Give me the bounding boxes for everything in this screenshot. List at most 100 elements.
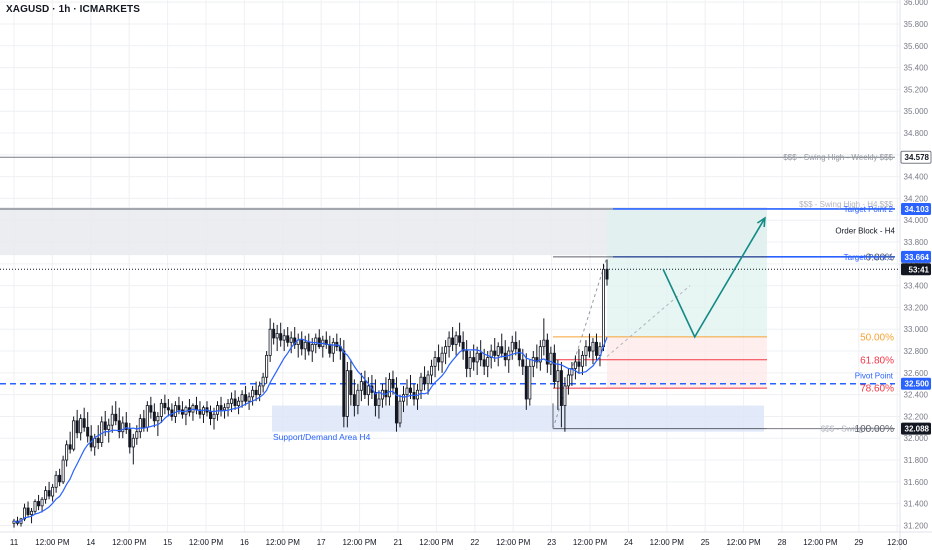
candle-body: [486, 357, 490, 367]
candle-body: [107, 424, 111, 430]
candle-body: [26, 507, 30, 515]
time-tick-label: 12:00 PM: [266, 538, 301, 547]
price-tick-label: 34.400: [904, 173, 929, 182]
candle-body: [177, 405, 181, 411]
candle-body: [12, 520, 16, 524]
price-tick-label: 32.200: [904, 412, 929, 421]
time-tick-label: 12:00 PM: [803, 538, 838, 547]
time-tick-label: 15: [163, 538, 172, 547]
candle-body: [538, 346, 542, 363]
time-tick-label: 12:00 PM: [35, 538, 70, 547]
candle-body: [461, 341, 465, 352]
price-tick-label: 31.200: [904, 521, 929, 530]
candle-body: [535, 357, 539, 363]
candle-body: [240, 394, 244, 402]
time-tick-label: 12:00 PM: [419, 538, 454, 547]
time-tick-label: 16: [240, 538, 249, 547]
pivot-tag: 32.500: [905, 380, 930, 389]
candle-body: [423, 376, 427, 385]
candle-body: [68, 444, 72, 450]
candle-body: [303, 341, 307, 350]
candle-body: [258, 385, 262, 396]
projection: [662, 216, 766, 339]
candle-body: [30, 510, 34, 515]
candle-body: [496, 346, 500, 356]
candle-body: [517, 348, 521, 361]
candle-body: [584, 346, 588, 356]
candle-body: [366, 385, 370, 396]
candle-body: [54, 474, 58, 488]
candle-body: [430, 365, 434, 376]
candle-body: [131, 437, 135, 448]
candle-body: [230, 398, 234, 404]
candle-body: [247, 396, 251, 402]
candle-body: [409, 387, 413, 393]
price-tick-label: 31.800: [904, 456, 929, 465]
time-tick-label: 29: [854, 538, 863, 547]
candle-body: [345, 370, 349, 417]
price-tick-label: 32.000: [904, 434, 929, 443]
candle-body: [475, 352, 479, 363]
candle-body: [352, 394, 356, 406]
candle-body: [556, 370, 560, 382]
candle-body: [394, 387, 398, 424]
price-tick-label: 34.000: [904, 216, 929, 225]
candle-body: [591, 341, 595, 352]
candle-body: [426, 374, 430, 385]
support-zone: [272, 405, 764, 432]
candle-body: [96, 437, 100, 444]
candle-body: [79, 418, 83, 434]
time-tick-label: 12:00 PM: [726, 538, 761, 547]
candle-body: [545, 339, 549, 365]
pivot-label: Pivot Point: [855, 372, 894, 381]
candle-body: [391, 378, 395, 389]
price-tick-label: 34.200: [904, 194, 929, 203]
candle-body: [100, 421, 104, 444]
candle-body: [594, 341, 598, 356]
price-tick-label: 33.400: [904, 282, 929, 291]
time-tick-label: 12:00 PM: [650, 538, 685, 547]
candle-body: [300, 339, 304, 350]
candle-body: [349, 370, 353, 396]
time-tick-label: 23: [547, 538, 556, 547]
time-tick-label: 24: [624, 538, 633, 547]
price-tick-label: 33.000: [904, 325, 929, 334]
price-tick-label: 31.600: [904, 478, 929, 487]
fib-label: 50.00%: [860, 332, 894, 343]
price-tick-label: 35.800: [904, 20, 929, 29]
candle-body: [216, 405, 220, 415]
candle-body: [254, 389, 258, 396]
candle-body: [226, 402, 230, 409]
fib-label: 0.00%: [866, 252, 894, 263]
candles: [12, 259, 609, 528]
candle-body: [524, 365, 528, 400]
projection-path: [662, 217, 766, 339]
candle-body: [356, 389, 360, 406]
h4-high-label: $$$ - Swing High - H4 $$$: [799, 200, 893, 209]
price-tick-label: 35.000: [904, 107, 929, 116]
candle-body: [419, 376, 423, 391]
target1-tag-bg: [901, 250, 931, 263]
candle-body: [152, 411, 156, 422]
pivot-tag-bg: [901, 377, 931, 390]
target-zone: [607, 208, 767, 337]
candle-body: [500, 346, 504, 354]
candle-body: [233, 398, 237, 406]
candle-body: [328, 344, 332, 354]
candle-body: [437, 357, 441, 363]
candle-body: [201, 407, 205, 415]
candle-body: [23, 507, 27, 520]
candle-body: [605, 268, 609, 280]
target2-label: Target Point 2: [844, 205, 894, 214]
candle-body: [514, 341, 518, 350]
time-tick-label: 12:00: [887, 538, 908, 547]
candle-body: [510, 341, 514, 352]
candle-body: [331, 341, 335, 354]
candle-body: [61, 459, 65, 483]
candle-body: [117, 420, 121, 433]
candle-body: [173, 405, 177, 417]
price-tick-label: 34.800: [904, 129, 929, 138]
swing-low-label: $$$ - Swing Low: [821, 425, 880, 434]
time-tick-label: 22: [470, 538, 479, 547]
